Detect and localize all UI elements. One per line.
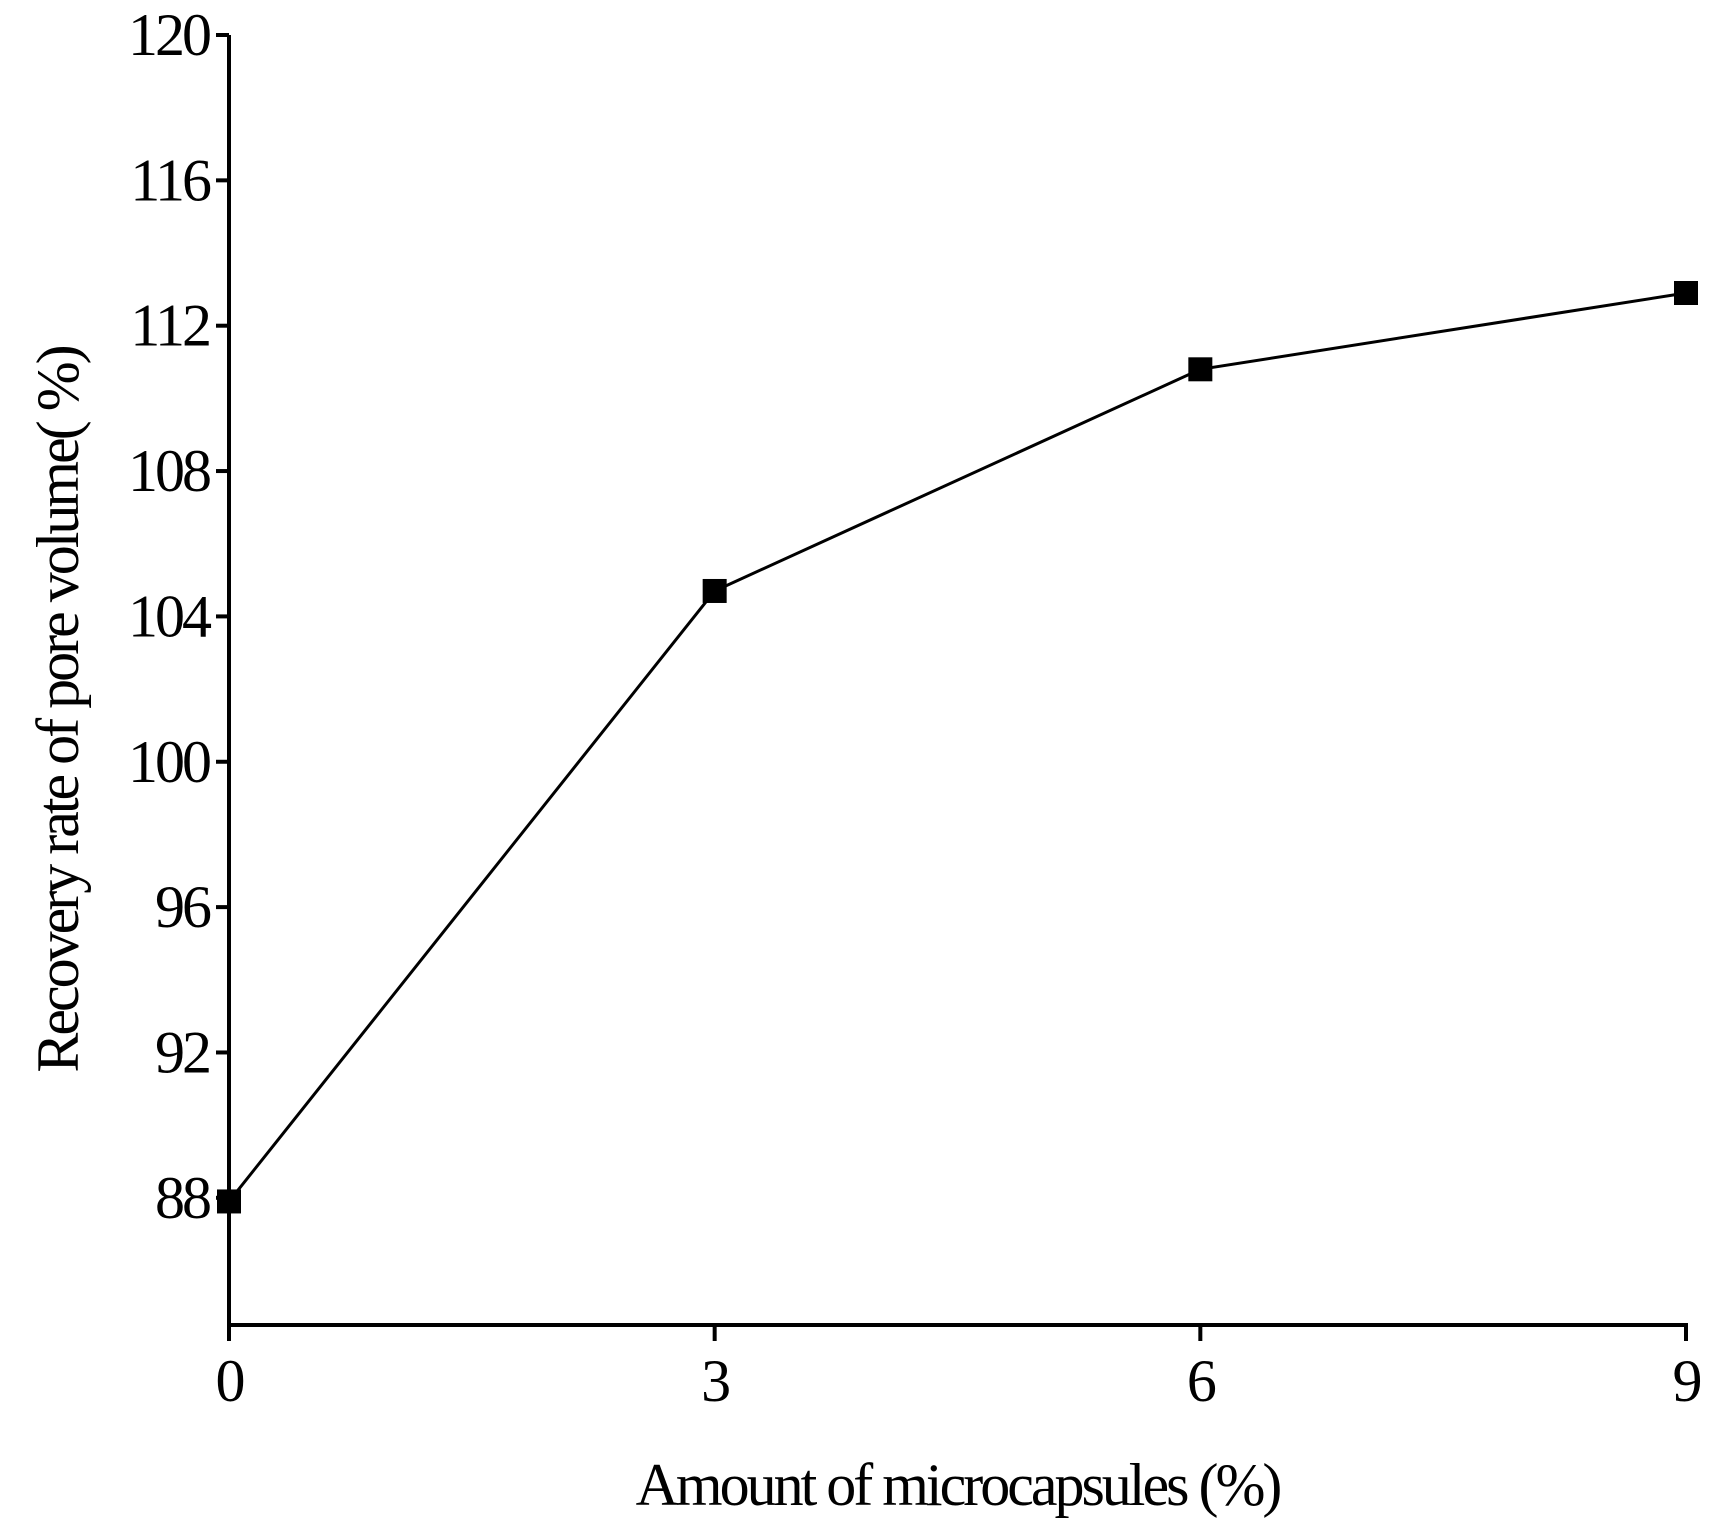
y-tick-label: 116 (130, 147, 211, 213)
x-axis-ticks: 0 3 6 9 (216, 1325, 1704, 1414)
y-tick-label: 104 (128, 583, 212, 649)
y-tick-label: 96 (155, 874, 211, 940)
x-axis-title: Amount of microcapsules (%) (636, 1452, 1281, 1518)
y-tick-label: 108 (128, 438, 210, 504)
x-tick-label: 9 (1673, 1348, 1701, 1414)
y-tick-label: 112 (130, 293, 209, 359)
data-point-marker (1188, 357, 1213, 382)
y-axis-ticks: 88 92 96 100 104 108 112 116 120 (128, 2, 229, 1231)
y-axis-title: Recovery rate of pore volume( %) (25, 346, 91, 1072)
x-tick-label: 0 (216, 1348, 244, 1414)
y-tick-label: 88 (155, 1165, 210, 1231)
y-tick-label: 100 (128, 729, 210, 795)
y-tick-label: 92 (155, 1019, 209, 1085)
y-tick-label: 120 (128, 2, 210, 68)
data-point-marker (217, 1189, 241, 1214)
x-tick-label: 6 (1187, 1348, 1216, 1414)
series-layer (217, 281, 1698, 1214)
series-line (227, 291, 1687, 1203)
data-point-marker (702, 578, 727, 603)
data-point-marker (1674, 281, 1698, 305)
x-tick-label: 3 (701, 1348, 729, 1414)
